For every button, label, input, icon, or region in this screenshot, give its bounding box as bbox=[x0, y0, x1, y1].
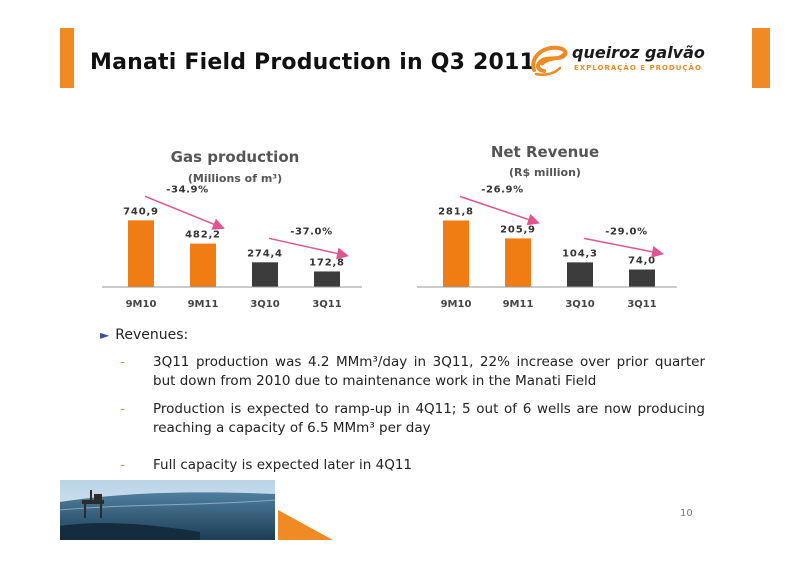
bar-9m11 bbox=[505, 238, 531, 287]
data-label: 205,9 bbox=[500, 224, 536, 235]
data-label: 281,8 bbox=[438, 206, 474, 217]
dash-bullet: - bbox=[120, 401, 125, 417]
offshore-platform-image bbox=[60, 480, 275, 540]
list-item: - Full capacity is expected later in 4Q1… bbox=[120, 456, 705, 475]
bullet-revenues-label: Revenues: bbox=[115, 327, 189, 343]
data-label: 104,3 bbox=[562, 248, 598, 259]
bar-9m10 bbox=[443, 220, 469, 287]
page-title: Manati Field Production in Q3 2011 bbox=[90, 50, 535, 75]
page-number: 10 bbox=[680, 508, 693, 519]
triangle-bullet-icon: ► bbox=[100, 328, 110, 342]
change-annotation: -29.0% bbox=[605, 226, 647, 237]
x-tick-label: 3Q11 bbox=[312, 299, 341, 310]
dash-bullet: - bbox=[120, 354, 125, 370]
bar-3q10 bbox=[252, 262, 278, 287]
list-item: - 3Q11 production was 4.2 MMm³/day in 3Q… bbox=[120, 353, 705, 391]
list-item-text: Full capacity is expected later in 4Q11 bbox=[153, 457, 413, 473]
trend-arrow bbox=[268, 237, 349, 260]
bullet-revenues: ► Revenues: bbox=[100, 327, 188, 343]
chart-subtitle-net-revenue: (R$ million) bbox=[509, 166, 581, 179]
x-tick-label: 3Q11 bbox=[627, 299, 656, 310]
chart-net-revenue: 281,8 9M10 205,9 9M11 104,3 3Q10 74,0 3Q11 -26.9… bbox=[415, 184, 685, 315]
data-label: 740,9 bbox=[123, 206, 159, 217]
chart-title-gas-production: Gas production bbox=[170, 148, 300, 166]
chart-gas-production: 740,9 9M10 482,2 9M11 274,4 3Q10 172,8 3Q11 -34.… bbox=[100, 184, 370, 315]
data-label: 172,8 bbox=[309, 257, 345, 268]
bar-3q10 bbox=[567, 262, 593, 287]
x-tick-label: 9M10 bbox=[441, 299, 472, 310]
logo-tagline: EXPLORAÇÃO E PRODUÇÃO bbox=[574, 64, 702, 72]
logo-name: queiroz galvão bbox=[572, 43, 705, 62]
trend-arrow bbox=[583, 237, 664, 258]
x-tick-label: 9M11 bbox=[503, 299, 534, 310]
x-tick-label: 3Q10 bbox=[565, 299, 594, 310]
bar-3q11 bbox=[314, 271, 340, 287]
accent-bar-right bbox=[752, 28, 770, 88]
bar-9m10 bbox=[128, 220, 154, 287]
accent-bar-left bbox=[60, 28, 74, 88]
change-annotation: -26.9% bbox=[481, 185, 523, 195]
bar-9m11 bbox=[190, 243, 216, 287]
accent-corner bbox=[278, 510, 333, 540]
chart-title-net-revenue: Net Revenue bbox=[490, 143, 600, 161]
qg-swirl-logo-icon bbox=[531, 45, 568, 76]
list-item-text: 3Q11 production was 4.2 MMm³/day in 3Q11… bbox=[153, 354, 705, 389]
chart-subtitle-gas-production: (Millions of m³) bbox=[187, 172, 283, 185]
change-annotation: -37.0% bbox=[290, 226, 332, 237]
x-tick-label: 9M11 bbox=[188, 299, 219, 310]
x-tick-label: 9M10 bbox=[126, 299, 157, 310]
change-annotation: -34.9% bbox=[166, 185, 208, 195]
data-label: 74,0 bbox=[628, 256, 656, 267]
bar-3q11 bbox=[629, 269, 655, 287]
data-label: 482,2 bbox=[185, 230, 221, 241]
list-item-text: Production is expected to ramp-up in 4Q1… bbox=[153, 401, 705, 436]
data-label: 274,4 bbox=[247, 248, 283, 259]
dash-bullet: - bbox=[120, 457, 125, 473]
x-tick-label: 3Q10 bbox=[250, 299, 279, 310]
trend-arrow bbox=[459, 195, 540, 226]
trend-arrow bbox=[144, 195, 225, 230]
list-item: - Production is expected to ramp-up in 4… bbox=[120, 400, 705, 438]
company-logo: queiroz galvão EXPLORAÇÃO E PRODUÇÃO bbox=[528, 40, 708, 80]
